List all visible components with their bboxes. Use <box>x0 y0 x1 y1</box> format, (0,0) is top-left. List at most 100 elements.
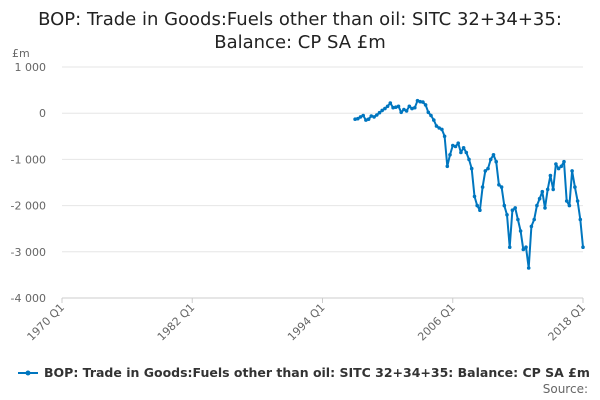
data-point[interactable] <box>573 185 577 189</box>
data-point[interactable] <box>578 217 583 222</box>
data-point[interactable] <box>475 203 480 208</box>
y-tick-label: -2 000 <box>11 200 46 213</box>
data-point[interactable] <box>361 113 366 118</box>
series-line <box>354 99 584 269</box>
data-point[interactable] <box>434 124 439 128</box>
data-point[interactable] <box>410 106 414 111</box>
data-point[interactable] <box>537 196 542 201</box>
data-point[interactable] <box>472 194 477 199</box>
data-point[interactable] <box>451 143 455 148</box>
data-point[interactable] <box>369 114 374 118</box>
data-point[interactable] <box>358 115 363 119</box>
x-tick-label: 1994 Q1 <box>285 301 328 344</box>
data-point[interactable] <box>521 247 526 252</box>
data-point[interactable] <box>375 113 379 117</box>
data-point[interactable] <box>426 110 431 115</box>
data-point[interactable] <box>551 187 555 192</box>
data-point[interactable] <box>385 104 390 109</box>
data-point[interactable] <box>488 157 493 162</box>
data-point[interactable] <box>540 189 545 194</box>
data-point[interactable] <box>448 153 452 157</box>
data-point[interactable] <box>399 110 404 115</box>
data-point[interactable] <box>383 106 387 111</box>
data-point[interactable] <box>483 169 488 173</box>
data-point[interactable] <box>518 229 523 233</box>
legend-swatch-marker <box>25 370 31 376</box>
x-tick-label: 2006 Q1 <box>415 301 458 344</box>
data-point[interactable] <box>404 109 409 113</box>
data-point[interactable] <box>459 150 463 155</box>
data-point[interactable] <box>415 98 420 103</box>
data-point[interactable] <box>562 159 566 164</box>
data-point[interactable] <box>581 245 585 249</box>
data-point[interactable] <box>543 206 547 210</box>
legend[interactable]: BOP: Trade in Goods:Fuels other than oil… <box>18 365 590 380</box>
data-point[interactable] <box>570 169 574 173</box>
data-point[interactable] <box>559 164 564 169</box>
data-point[interactable] <box>575 199 580 203</box>
data-point[interactable] <box>396 104 401 109</box>
data-point[interactable] <box>372 115 376 119</box>
data-point[interactable] <box>524 245 528 249</box>
y-axis-ticks: 1 000 0 -1 000 -2 000 -3 000 -4 000 <box>11 61 46 305</box>
data-point[interactable] <box>445 164 450 169</box>
data-point[interactable] <box>377 110 382 115</box>
data-point[interactable] <box>548 173 553 178</box>
data-point[interactable] <box>413 105 417 110</box>
data-point[interactable] <box>453 144 458 149</box>
chart-title-line-2: Balance: CP SA £m <box>214 32 386 53</box>
data-point[interactable] <box>402 107 406 112</box>
series-layer <box>353 98 585 270</box>
data-point[interactable] <box>505 213 509 217</box>
y-tick-label: 0 <box>39 107 46 120</box>
data-point[interactable] <box>456 141 461 145</box>
gridlines <box>62 66 583 299</box>
data-point[interactable] <box>497 183 501 187</box>
data-point[interactable] <box>494 159 499 164</box>
data-point[interactable] <box>526 266 531 270</box>
data-point[interactable] <box>513 206 517 210</box>
data-point[interactable] <box>478 208 482 212</box>
data-point[interactable] <box>440 127 444 132</box>
legend-label: BOP: Trade in Goods:Fuels other than oil… <box>44 365 590 380</box>
data-point[interactable] <box>507 245 512 249</box>
data-point[interactable] <box>418 99 423 104</box>
y-tick-label: 1 000 <box>15 61 47 74</box>
data-point[interactable] <box>499 185 504 189</box>
data-point[interactable] <box>423 103 428 107</box>
data-point[interactable] <box>529 224 534 229</box>
data-point[interactable] <box>480 185 485 189</box>
data-point[interactable] <box>391 105 395 110</box>
data-point[interactable] <box>356 116 360 121</box>
y-tick-label: -3 000 <box>11 246 46 259</box>
data-point[interactable] <box>516 217 520 222</box>
data-point[interactable] <box>535 203 539 208</box>
data-point[interactable] <box>461 146 466 150</box>
data-point[interactable] <box>491 153 496 157</box>
y-tick-label: -4 000 <box>11 292 46 305</box>
data-point[interactable] <box>510 208 515 212</box>
data-point[interactable] <box>532 217 536 222</box>
data-point[interactable] <box>353 117 357 121</box>
data-point[interactable] <box>554 162 558 166</box>
data-point[interactable] <box>502 203 507 208</box>
data-point[interactable] <box>380 108 385 113</box>
data-point[interactable] <box>567 203 572 208</box>
data-point[interactable] <box>467 157 471 162</box>
data-point[interactable] <box>469 166 474 171</box>
x-tick-label: 2018 Q1 <box>546 301 589 344</box>
data-point[interactable] <box>545 187 550 192</box>
data-point[interactable] <box>442 134 447 139</box>
data-point[interactable] <box>464 150 469 155</box>
data-point[interactable] <box>437 126 442 130</box>
data-point[interactable] <box>388 101 393 105</box>
data-point[interactable] <box>432 118 436 122</box>
data-point[interactable] <box>421 100 425 104</box>
data-point[interactable] <box>564 199 569 203</box>
data-point[interactable] <box>407 104 412 109</box>
data-point[interactable] <box>429 113 433 118</box>
data-point[interactable] <box>366 117 371 121</box>
data-point[interactable] <box>556 166 561 171</box>
data-point[interactable] <box>486 166 490 171</box>
